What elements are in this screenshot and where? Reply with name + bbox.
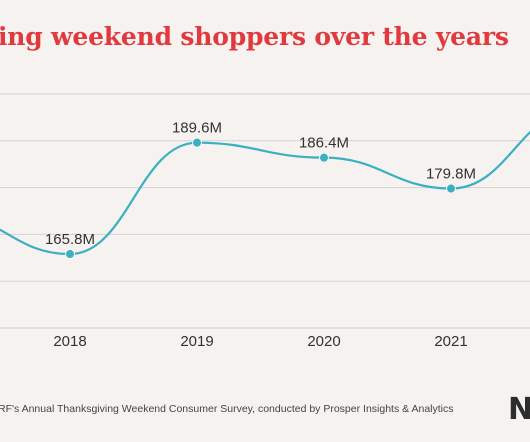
data-point-2021 [446,183,456,194]
series-line [0,130,530,256]
source-note: RF's Annual Thanksgiving Weekend Consume… [0,403,454,415]
data-labels: 165.8M 189.6M 186.4M 179.8M [45,120,476,248]
x-tick-2019: 2019 [180,333,213,350]
x-tick-2021: 2021 [434,333,467,350]
data-point-2019 [192,137,202,148]
data-point-2020 [319,152,329,163]
data-label-2018: 165.8M [45,231,95,248]
data-label-2021: 179.8M [426,166,476,183]
chart-title: ing weekend shoppers over the years [0,22,509,51]
data-label-2019: 189.6M [172,120,222,137]
x-tick-2018: 2018 [53,333,86,350]
data-points [65,137,456,260]
brand-logo: N [508,392,530,427]
data-point-2018 [65,249,75,260]
data-label-2020: 186.4M [299,135,349,152]
gridlines [0,93,530,329]
x-axis-tick-labels: 2018 2019 2020 2021 [53,333,467,350]
x-tick-2020: 2020 [307,333,340,350]
